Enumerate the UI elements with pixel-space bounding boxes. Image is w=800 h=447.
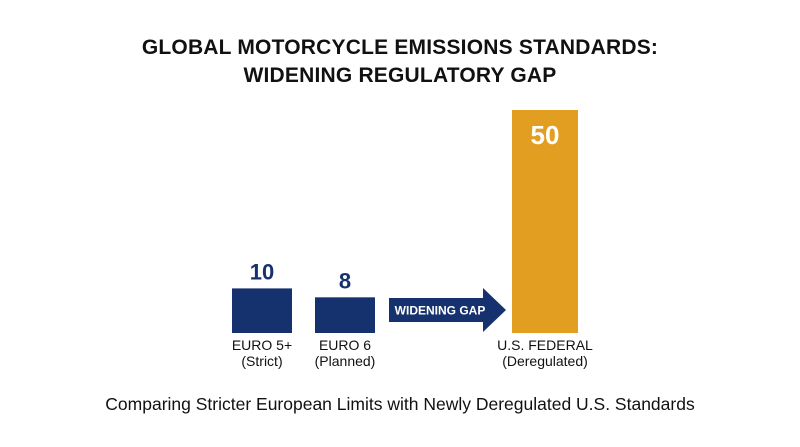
- chart-title: GLOBAL MOTORCYCLE EMISSIONS STANDARDS: W…: [0, 34, 800, 90]
- chart-subtitle: Comparing Stricter European Limits with …: [105, 394, 695, 414]
- bar-3: [512, 110, 578, 333]
- bar-value-label-1: 10: [250, 259, 274, 284]
- category-label-2: EURO 6: [319, 337, 371, 353]
- category-label-1: EURO 5+: [232, 337, 292, 353]
- bar-2: [315, 297, 375, 333]
- bars-layer: 10 EURO 5+(Strict) 8 EURO 6(Planned) 50 U.S. …: [232, 110, 593, 369]
- chart-title-line-1: GLOBAL MOTORCYCLE EMISSIONS STANDARDS:: [141, 36, 659, 59]
- bar-value-label-2: 8: [339, 268, 351, 293]
- category-note-1: (Strict): [241, 353, 282, 369]
- arrow-label: WIDENING GAP: [395, 304, 486, 318]
- arrow-shape: [389, 288, 506, 332]
- category-note-2: (Planned): [315, 353, 376, 369]
- category-note-3: (Deregulated): [502, 353, 588, 369]
- widening-gap-arrow: WIDENING GAP: [389, 288, 506, 332]
- bar-value-label-3: 50: [531, 120, 560, 150]
- chart-title-line-2: WIDENING REGULATORY GAP: [243, 64, 557, 87]
- category-label-3: U.S. FEDERAL: [497, 337, 593, 353]
- bar-1: [232, 288, 292, 333]
